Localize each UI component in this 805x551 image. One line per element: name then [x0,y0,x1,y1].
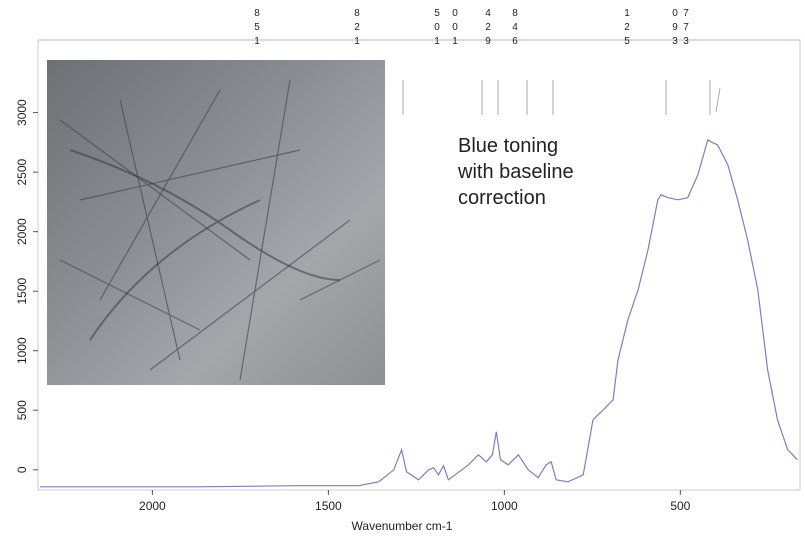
y-tick-label: 1500 [15,278,29,305]
peak-markers [402,80,721,115]
y-tick-label: 0 [15,466,29,473]
x-axis-label: Wavenumber cm-1 [352,519,453,533]
peak-label: 093 [670,8,681,50]
y-tick-label: 3000 [15,99,29,126]
x-tick-label: 2000 [139,499,166,513]
x-tick-label: 1500 [315,499,342,513]
peak-label: 846 [510,8,521,50]
peak-label: 501 [432,8,443,50]
peak-label: 125 [622,8,633,50]
y-tick-label: 2000 [15,218,29,245]
peak-label: 821 [352,8,363,50]
annotation: Blue toning [458,135,558,157]
y-tick-label: 1000 [15,337,29,364]
inset-photo [47,60,385,385]
peak-label: 773 [681,8,692,50]
peak-label: 001 [450,8,461,50]
spectrum-line [39,138,798,488]
y-tick-label: 2500 [15,158,29,185]
x-tick-label: 500 [670,499,690,513]
peak-label: 851 [252,8,263,50]
x-tick-label: 1000 [491,499,518,513]
annotation: correction [458,187,546,209]
y-tick-label: 500 [15,400,29,420]
peak-label: 429 [483,8,494,50]
annotation: with baseline [457,161,574,183]
